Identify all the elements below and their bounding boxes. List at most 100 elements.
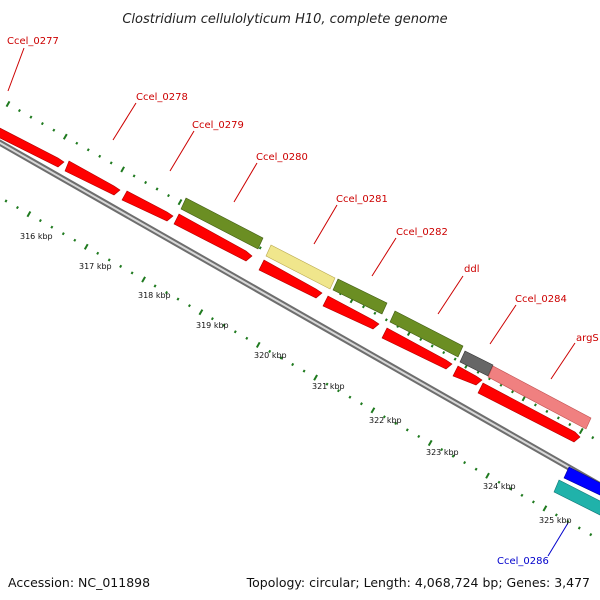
major-tick bbox=[62, 133, 68, 140]
kbp-label: 323 kbp bbox=[426, 448, 459, 457]
kbp-label: 317 kbp bbox=[79, 262, 112, 271]
svg-text:Ccel_0286: Ccel_0286 bbox=[497, 556, 549, 567]
cds-arrow-ccel-0281[interactable] bbox=[258, 259, 323, 299]
minor-tick bbox=[258, 246, 262, 250]
major-tick bbox=[83, 243, 89, 250]
minor-tick bbox=[222, 323, 226, 327]
major-tick bbox=[255, 341, 261, 348]
minor-tick bbox=[38, 219, 42, 223]
svg-text:argS: argS bbox=[576, 333, 599, 344]
minor-tick bbox=[556, 416, 560, 420]
gene-label-ddl[interactable]: ddl bbox=[437, 264, 479, 315]
minor-tick bbox=[509, 487, 512, 491]
minor-tick bbox=[419, 337, 423, 342]
minor-tick bbox=[568, 422, 572, 427]
minor-tick bbox=[29, 115, 33, 119]
gene-label-ccel-0279[interactable]: Ccel_0279 bbox=[169, 120, 244, 172]
minor-tick bbox=[165, 291, 168, 295]
minor-tick bbox=[210, 317, 214, 321]
minor-tick bbox=[107, 258, 111, 262]
gene-label-ccel-0277[interactable]: Ccel_0277 bbox=[7, 36, 59, 92]
minor-tick bbox=[361, 305, 365, 309]
gene-label-args[interactable]: argS bbox=[550, 333, 599, 380]
svg-text:Ccel_0284: Ccel_0284 bbox=[515, 294, 567, 305]
gene-label-ccel-0281[interactable]: Ccel_0281 bbox=[313, 194, 388, 245]
cds-arrow-ccel-0282[interactable] bbox=[322, 295, 380, 330]
major-tick bbox=[427, 439, 433, 447]
minor-tick bbox=[17, 108, 21, 113]
major-tick bbox=[26, 211, 32, 218]
minor-tick bbox=[233, 330, 237, 334]
major-tick bbox=[120, 166, 125, 173]
minor-tick bbox=[359, 402, 363, 406]
cds-arrow-ccel-0280[interactable] bbox=[173, 213, 253, 262]
minor-tick bbox=[497, 480, 501, 484]
kbp-label: 321 kbp bbox=[312, 382, 345, 391]
cds-arrow-ddl[interactable] bbox=[381, 327, 453, 370]
minor-tick bbox=[591, 435, 595, 440]
minor-tick bbox=[520, 493, 524, 497]
minor-tick bbox=[337, 389, 340, 393]
cds-arrow-ccel-0279[interactable] bbox=[121, 190, 174, 222]
genome-backbone bbox=[0, 139, 600, 489]
gene-label-ccel-0286[interactable]: Ccel_0286 bbox=[497, 522, 569, 567]
svg-text:ddl: ddl bbox=[464, 264, 479, 275]
major-tick bbox=[313, 374, 318, 381]
minor-tick bbox=[382, 415, 386, 419]
cog-bar-ddl[interactable] bbox=[389, 310, 464, 358]
minor-tick bbox=[442, 351, 446, 355]
minor-tick bbox=[187, 304, 191, 308]
major-tick bbox=[198, 309, 204, 316]
minor-tick bbox=[405, 428, 409, 432]
minor-tick bbox=[132, 174, 136, 178]
cog-bar-ccel-0286[interactable] bbox=[553, 479, 600, 517]
major-tick bbox=[141, 276, 146, 283]
svg-text:Ccel_0277: Ccel_0277 bbox=[7, 36, 59, 47]
gene-label-ccel-0284[interactable]: Ccel_0284 bbox=[489, 294, 567, 345]
cds-arrow-ccel-0285[interactable] bbox=[563, 466, 600, 497]
svg-text:Ccel_0281: Ccel_0281 bbox=[336, 194, 388, 205]
genome-summary-text: Topology: circular; Length: 4,068,724 bp… bbox=[246, 575, 590, 590]
gene-label-ccel-0278[interactable]: Ccel_0278 bbox=[112, 92, 188, 141]
minor-tick bbox=[109, 161, 113, 165]
minor-tick bbox=[61, 232, 65, 236]
accession-text: Accession: NC_011898 bbox=[8, 575, 150, 590]
kbp-label: 324 kbp bbox=[483, 482, 516, 491]
minor-tick bbox=[453, 357, 457, 361]
minor-tick bbox=[577, 526, 581, 530]
kbp-label: 316 kbp bbox=[20, 232, 53, 241]
cog-bar-ccel-0281[interactable] bbox=[265, 244, 336, 290]
major-tick bbox=[485, 472, 490, 479]
minor-tick bbox=[545, 409, 549, 413]
cog-bar-ccel-0280[interactable] bbox=[180, 197, 264, 250]
cog-bar-ccel-0282[interactable] bbox=[332, 278, 388, 315]
gene-label-ccel-0282[interactable]: Ccel_0282 bbox=[371, 227, 448, 277]
outer-tick-ring bbox=[5, 100, 595, 440]
cds-arrow-ccel-0278[interactable] bbox=[64, 160, 121, 196]
major-tick bbox=[177, 199, 183, 206]
cds-arrow-args[interactable] bbox=[477, 382, 581, 443]
minor-tick bbox=[4, 199, 8, 203]
cog-bar-ccel-0284[interactable] bbox=[459, 350, 494, 377]
gene-label-ccel-0280[interactable]: Ccel_0280 bbox=[233, 152, 308, 203]
minor-tick bbox=[40, 122, 44, 126]
minor-tick bbox=[325, 382, 329, 386]
minor-tick bbox=[130, 271, 134, 275]
map-title: Clostridium cellulolyticum H10, complete… bbox=[122, 12, 447, 27]
cog-bar-args[interactable] bbox=[487, 365, 592, 430]
minor-tick bbox=[279, 356, 283, 360]
minor-tick bbox=[348, 395, 352, 399]
minor-tick bbox=[73, 238, 77, 242]
minor-tick bbox=[144, 180, 148, 185]
kbp-label: 325 kbp bbox=[539, 516, 572, 525]
minor-tick bbox=[440, 448, 444, 452]
cds-arrow-ccel-0277[interactable] bbox=[0, 123, 65, 168]
minor-tick bbox=[52, 128, 56, 132]
feature-tracks bbox=[0, 123, 600, 517]
cds-arrow-ccel-0284[interactable] bbox=[452, 365, 483, 386]
minor-tick bbox=[417, 434, 421, 439]
minor-tick bbox=[384, 318, 388, 322]
minor-tick bbox=[98, 154, 102, 158]
minor-tick bbox=[474, 467, 478, 471]
